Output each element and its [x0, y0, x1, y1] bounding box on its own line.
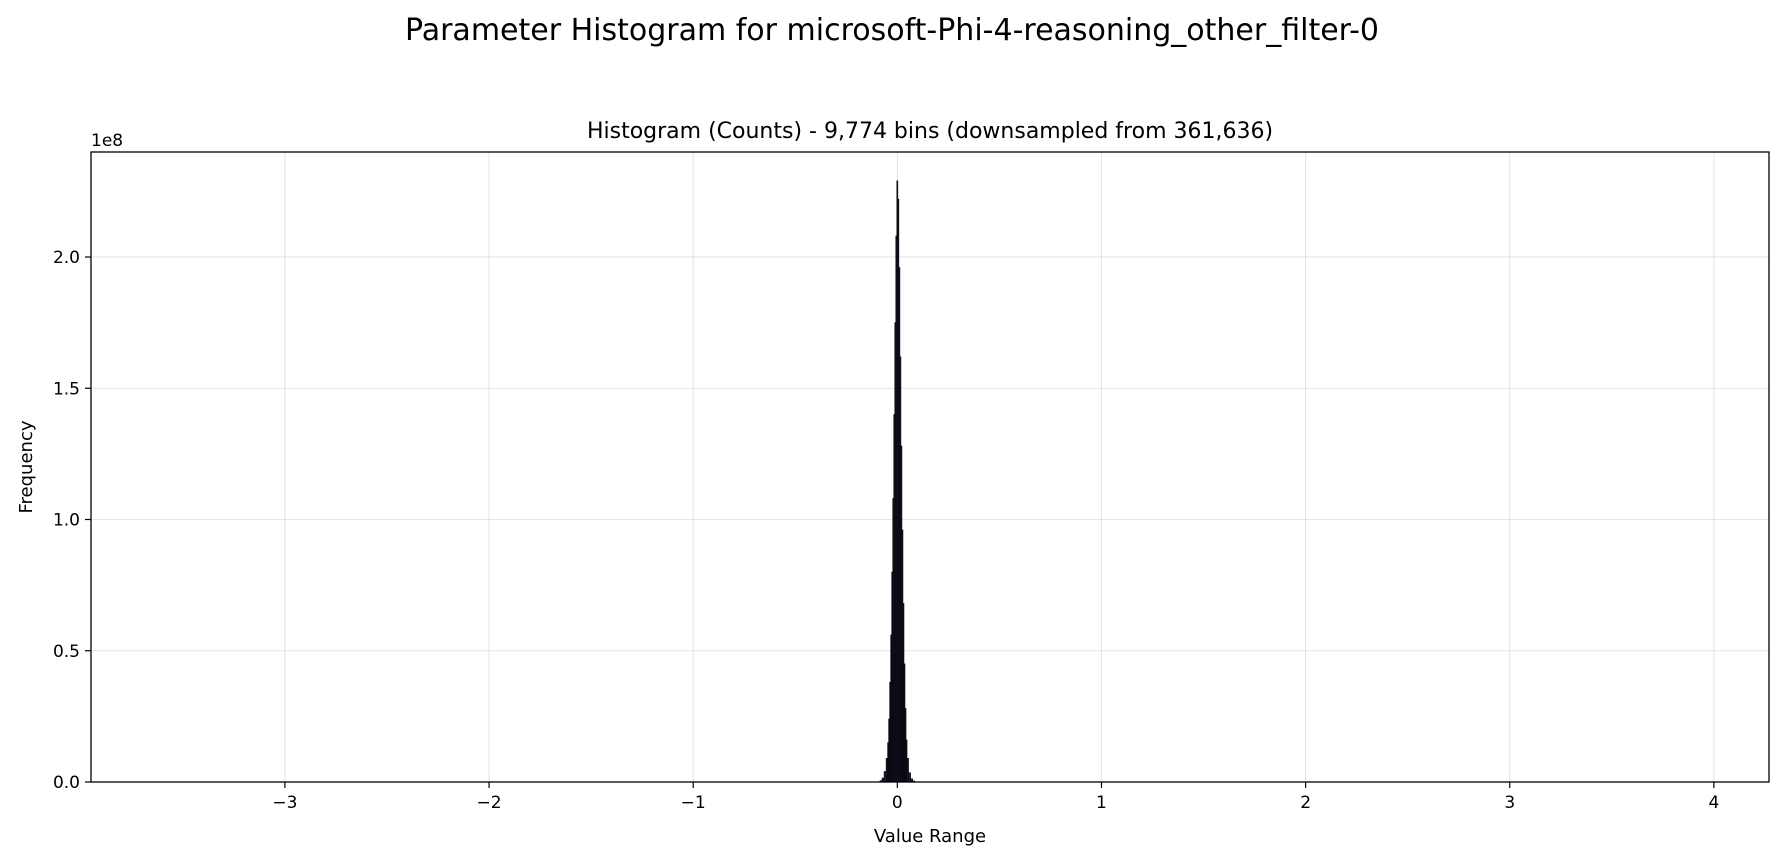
x-axis-ticks: −3 −2 −1 0 1 2 3 4 — [272, 782, 1719, 813]
y-tick-label: 2.0 — [53, 248, 80, 268]
x-tick-label: 4 — [1708, 793, 1719, 813]
grid-lines — [91, 152, 1769, 783]
x-axis-label: Value Range — [874, 826, 986, 847]
histogram-bar — [883, 771, 887, 783]
figure-suptitle: Parameter Histogram for microsoft-Phi-4-… — [405, 13, 1379, 48]
x-tick-label: 2 — [1300, 793, 1311, 813]
histogram-bar — [908, 772, 911, 783]
y-tick-label: 1.5 — [53, 379, 80, 399]
y-tick-label: 1.0 — [53, 511, 80, 531]
y-axis-offset-label: 1e8 — [91, 131, 123, 151]
axes-title: Histogram (Counts) - 9,774 bins (downsam… — [587, 119, 1273, 144]
y-tick-label: 0.0 — [53, 773, 80, 793]
x-tick-label: 3 — [1504, 793, 1515, 813]
y-axis-ticks: 0.0 0.5 1.0 1.5 2.0 — [53, 248, 91, 793]
axes-frame — [90, 151, 1770, 783]
x-tick-label: −2 — [477, 793, 502, 813]
x-tick-label: −1 — [681, 793, 706, 813]
x-tick-label: 0 — [892, 793, 903, 813]
histogram-bars — [879, 180, 915, 783]
x-tick-label: 1 — [1096, 793, 1107, 813]
x-tick-label: −3 — [272, 793, 297, 813]
y-axis-label: Frequency — [16, 420, 37, 513]
y-tick-label: 0.5 — [53, 642, 80, 662]
